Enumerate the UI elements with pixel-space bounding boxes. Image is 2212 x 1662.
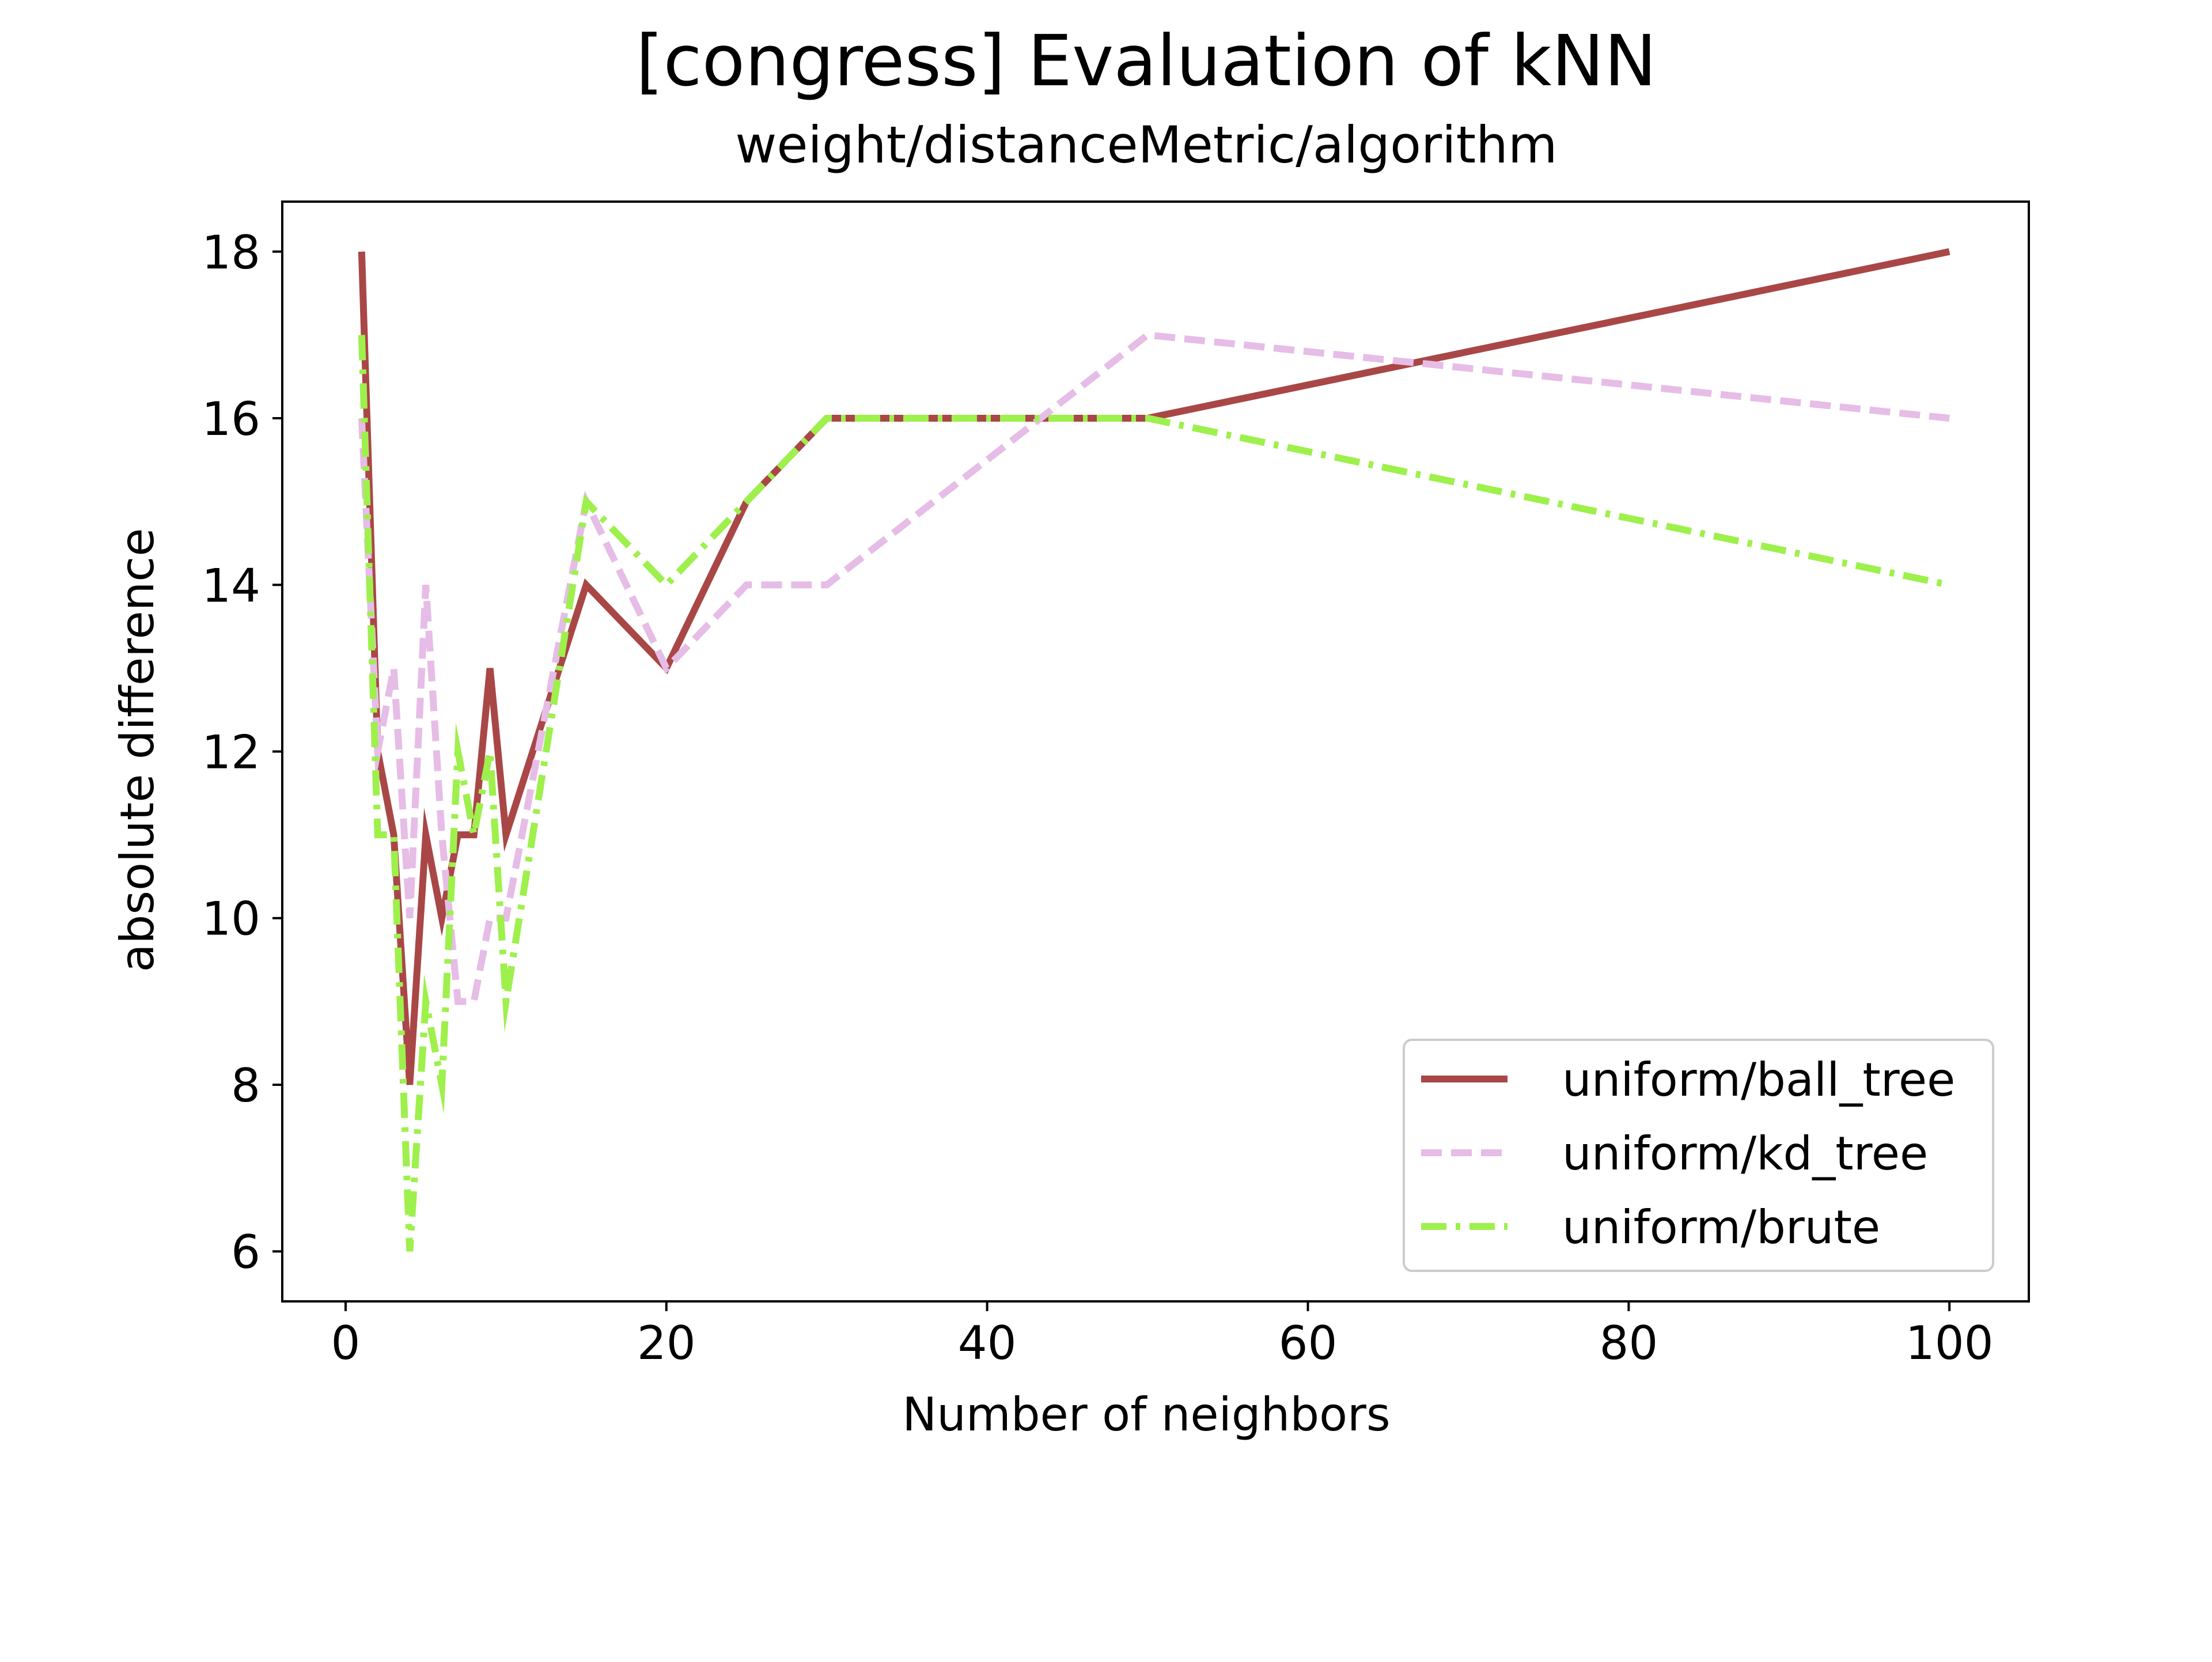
legend-label: uniform/kd_tree xyxy=(1562,1127,1928,1180)
x-axis-label: Number of neighbors xyxy=(902,1388,1390,1441)
series-line-uniform-ball-tree xyxy=(358,248,1950,1085)
x-tick-label: 40 xyxy=(958,1316,1017,1370)
x-tick-label: 20 xyxy=(637,1316,696,1370)
y-tick-label: 16 xyxy=(202,392,260,446)
x-tick-label: 100 xyxy=(1906,1316,1994,1370)
y-tick-label: 8 xyxy=(231,1059,260,1112)
legend-frame xyxy=(1403,1039,1994,1272)
legend: uniform/ball_tree uniform/kd_tree uniform/… xyxy=(1403,1039,1994,1272)
y-tick-label: 6 xyxy=(231,1225,260,1279)
legend-label: uniform/brute xyxy=(1562,1201,1880,1254)
x-tick-label: 80 xyxy=(1599,1316,1658,1370)
y-tick-label: 10 xyxy=(202,892,260,946)
y-tick-label: 12 xyxy=(202,726,260,779)
series-line-uniform-kd-tree xyxy=(358,331,1950,1005)
y-tick-label: 14 xyxy=(202,559,260,612)
plot-area: 0 20 40 60 80 100 6 8 10 12 14 16 18 xyxy=(202,200,2030,1370)
series-group xyxy=(358,248,1950,1252)
chart-title: [congress] Evaluation of kNN xyxy=(636,20,1657,102)
chart-subtitle: weight/distanceMetric/algorithm xyxy=(735,115,1557,175)
x-tick-label: 60 xyxy=(1279,1316,1338,1370)
series-line-uniform-brute xyxy=(358,335,1950,1252)
x-tick-label: 0 xyxy=(331,1316,361,1370)
y-tick-label: 18 xyxy=(202,226,260,279)
y-axis-label: absolute difference xyxy=(111,528,164,972)
legend-label: uniform/ball_tree xyxy=(1562,1053,1955,1107)
